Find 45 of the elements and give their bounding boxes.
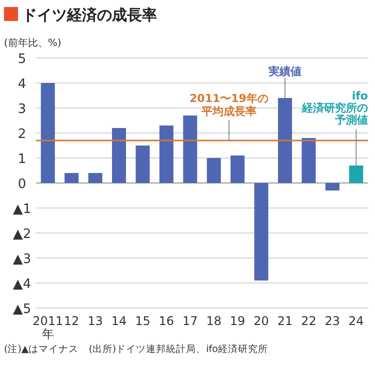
y-tick-label: 0	[18, 177, 26, 192]
y-tick-label: ▲3	[12, 252, 32, 267]
x-tick-label: 13	[88, 314, 103, 328]
y-tick-label: ▲4	[12, 277, 32, 292]
x-tick-label: 19	[230, 314, 246, 328]
bar	[159, 126, 174, 183]
x-tick-label: 14	[111, 314, 127, 328]
x-tick-label: 20	[254, 314, 269, 328]
chart-title: ドイツ経済の成長率	[22, 6, 157, 24]
y-tick-label: 2	[18, 127, 26, 142]
y-tick-label: ▲5	[12, 302, 32, 317]
bar	[302, 138, 316, 183]
x-tick-label: 22	[301, 314, 316, 328]
y-tick-label: 1	[18, 152, 26, 167]
bar	[40, 83, 55, 183]
x-tick-label: 18	[206, 314, 222, 328]
bar	[206, 158, 221, 183]
x-tick-label: 15	[135, 314, 150, 328]
bar	[136, 146, 150, 183]
x-tick-label: 24	[348, 314, 364, 328]
bar	[64, 173, 79, 183]
x-tick-label: 23	[324, 314, 340, 328]
y-tick-label: ▲2	[12, 227, 32, 242]
annotation: 実績値	[268, 65, 302, 78]
y-tick-label: 5	[18, 52, 26, 67]
bar	[112, 128, 126, 183]
x-tick-label: 2011年	[32, 314, 64, 341]
text: (注)▲はマイナス (出所)ドイツ連邦統計局、ifo経済研究所	[4, 343, 268, 355]
bar	[278, 98, 292, 183]
y-axis-title: (前年比、%)	[4, 37, 62, 49]
y-tick-label: 3	[18, 102, 26, 117]
x-tick-label: 12	[64, 314, 80, 328]
bar	[254, 183, 268, 280]
bar	[230, 156, 245, 183]
x-tick-label: 21	[277, 314, 293, 328]
bar	[183, 116, 198, 183]
x-tick-label: 17	[182, 314, 198, 328]
y-tick-label: 4	[18, 77, 26, 92]
bar	[325, 183, 340, 190]
ref-line-label: 2011〜19年の平均成長率	[190, 92, 268, 118]
x-tick-label: 16	[158, 314, 174, 328]
y-tick-label: ▲1	[12, 202, 32, 217]
annotation: ifo経済研究所の予測値	[301, 90, 368, 126]
bar	[88, 173, 102, 183]
bar	[349, 166, 364, 183]
